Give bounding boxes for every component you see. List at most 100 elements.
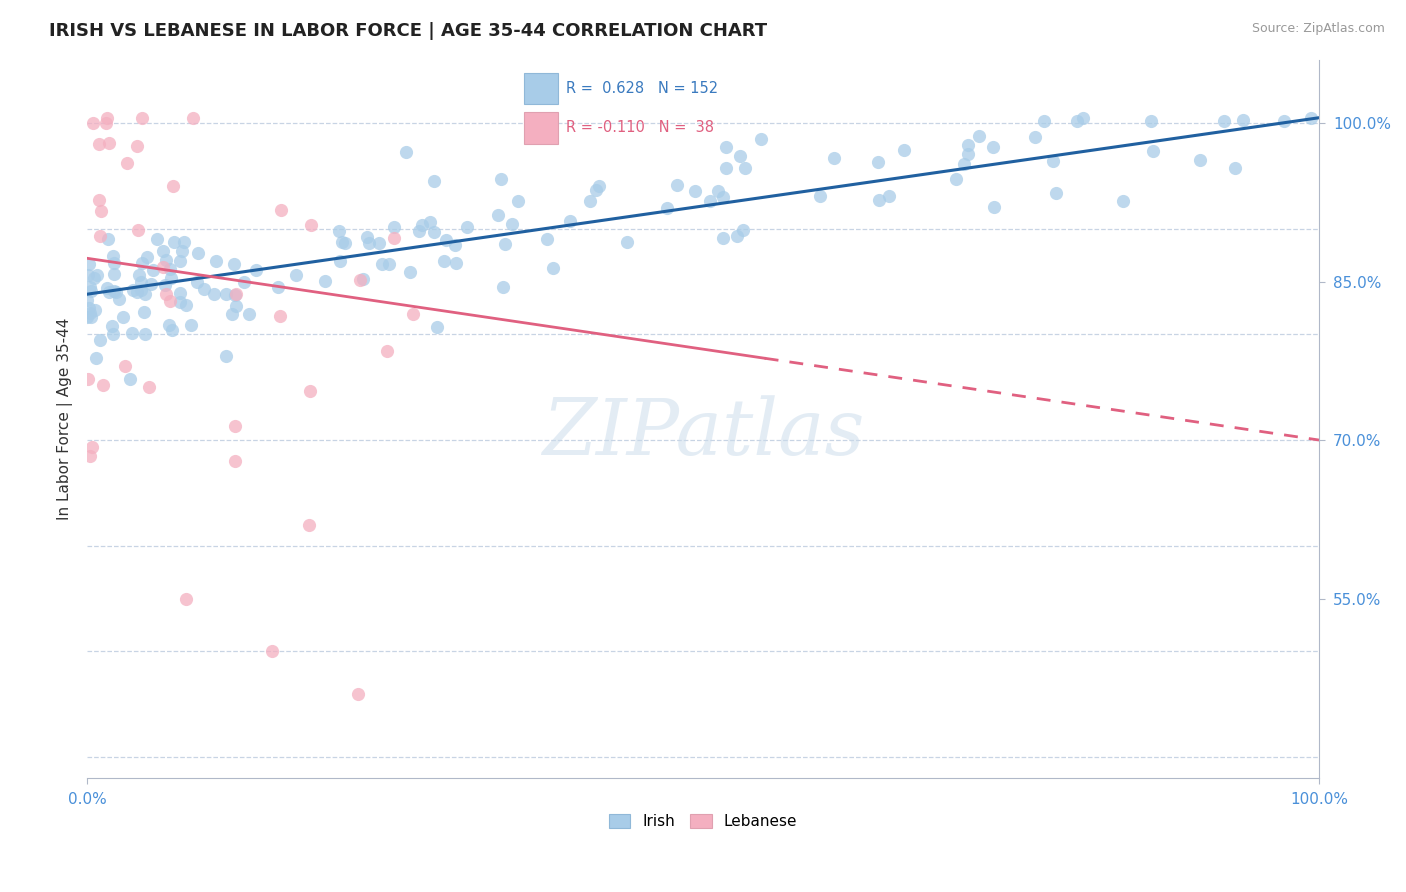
Point bbox=[356, 230, 378, 244]
Point bbox=[79, 449, 101, 463]
Point bbox=[115, 156, 138, 170]
Point bbox=[1188, 153, 1211, 168]
Point bbox=[132, 305, 155, 319]
Point bbox=[89, 229, 111, 244]
Point bbox=[423, 225, 446, 239]
Point bbox=[186, 276, 208, 290]
Point bbox=[284, 268, 307, 283]
Point bbox=[136, 250, 159, 264]
Point bbox=[402, 307, 425, 321]
Point bbox=[434, 233, 457, 247]
Point bbox=[174, 297, 197, 311]
Point bbox=[76, 310, 98, 325]
Point bbox=[967, 129, 990, 144]
Point bbox=[170, 244, 193, 259]
Point bbox=[367, 236, 389, 251]
Point bbox=[82, 440, 104, 454]
Point bbox=[225, 287, 247, 301]
Point bbox=[329, 254, 352, 268]
Point bbox=[79, 280, 101, 294]
Point bbox=[101, 326, 124, 341]
Point bbox=[84, 351, 107, 366]
Point bbox=[426, 319, 449, 334]
Point bbox=[616, 235, 638, 249]
Point bbox=[981, 140, 1004, 154]
Point bbox=[269, 310, 291, 324]
Point bbox=[657, 201, 679, 215]
Point bbox=[952, 157, 974, 171]
Point bbox=[134, 287, 156, 301]
Point bbox=[162, 323, 184, 337]
Point bbox=[159, 293, 181, 308]
Point bbox=[666, 178, 689, 192]
Y-axis label: In Labor Force | Age 35-44: In Labor Force | Age 35-44 bbox=[58, 318, 73, 520]
Point bbox=[267, 280, 290, 294]
Point bbox=[103, 284, 125, 298]
Point bbox=[174, 591, 197, 606]
Point bbox=[508, 194, 530, 208]
Point bbox=[1212, 114, 1234, 128]
Point bbox=[155, 286, 177, 301]
Point bbox=[1066, 114, 1088, 128]
Point bbox=[399, 265, 422, 279]
Point bbox=[588, 179, 610, 194]
Point bbox=[299, 218, 322, 232]
Point bbox=[456, 219, 478, 234]
Point bbox=[558, 214, 581, 228]
Point bbox=[328, 224, 350, 238]
Point bbox=[730, 149, 752, 163]
Point bbox=[187, 246, 209, 260]
Point bbox=[983, 200, 1005, 214]
Point bbox=[384, 219, 406, 234]
Point bbox=[1033, 114, 1056, 128]
Point bbox=[96, 111, 118, 125]
Point bbox=[121, 326, 143, 340]
Point bbox=[714, 139, 737, 153]
Point bbox=[957, 147, 980, 161]
Point bbox=[823, 151, 845, 165]
Point bbox=[957, 138, 980, 153]
Point bbox=[419, 215, 441, 229]
Point bbox=[501, 217, 523, 231]
Point bbox=[1140, 114, 1163, 128]
Point bbox=[77, 301, 100, 316]
Point bbox=[221, 307, 243, 321]
Point bbox=[411, 219, 433, 233]
Point bbox=[96, 281, 118, 295]
Point bbox=[98, 285, 121, 299]
Point bbox=[893, 143, 915, 157]
Point bbox=[159, 271, 181, 285]
Point bbox=[224, 419, 246, 434]
Point bbox=[433, 253, 456, 268]
Point bbox=[127, 223, 149, 237]
Point bbox=[1232, 112, 1254, 127]
Point bbox=[101, 318, 124, 333]
Point bbox=[298, 517, 321, 532]
Point bbox=[214, 349, 236, 363]
Point bbox=[169, 294, 191, 309]
Text: IRISH VS LEBANESE IN LABOR FORCE | AGE 35-44 CORRELATION CHART: IRISH VS LEBANESE IN LABOR FORCE | AGE 3… bbox=[49, 22, 768, 40]
Point bbox=[159, 262, 181, 277]
Point bbox=[76, 293, 98, 307]
Point bbox=[86, 268, 108, 283]
Point bbox=[1024, 130, 1046, 145]
Point bbox=[536, 231, 558, 245]
Point bbox=[945, 172, 967, 186]
Point bbox=[145, 231, 167, 245]
Point bbox=[233, 275, 256, 289]
Point bbox=[1045, 186, 1067, 201]
Point bbox=[162, 179, 184, 194]
Point bbox=[734, 161, 756, 176]
Point bbox=[1225, 161, 1247, 176]
Legend: Irish, Lebanese: Irish, Lebanese bbox=[603, 808, 804, 835]
Point bbox=[491, 171, 513, 186]
Point bbox=[224, 454, 246, 468]
Point bbox=[108, 292, 131, 306]
Point bbox=[134, 326, 156, 341]
Point bbox=[349, 273, 371, 287]
Point bbox=[82, 116, 104, 130]
Point bbox=[335, 235, 357, 250]
Point bbox=[80, 285, 103, 299]
Point bbox=[749, 132, 772, 146]
Point bbox=[371, 257, 394, 271]
